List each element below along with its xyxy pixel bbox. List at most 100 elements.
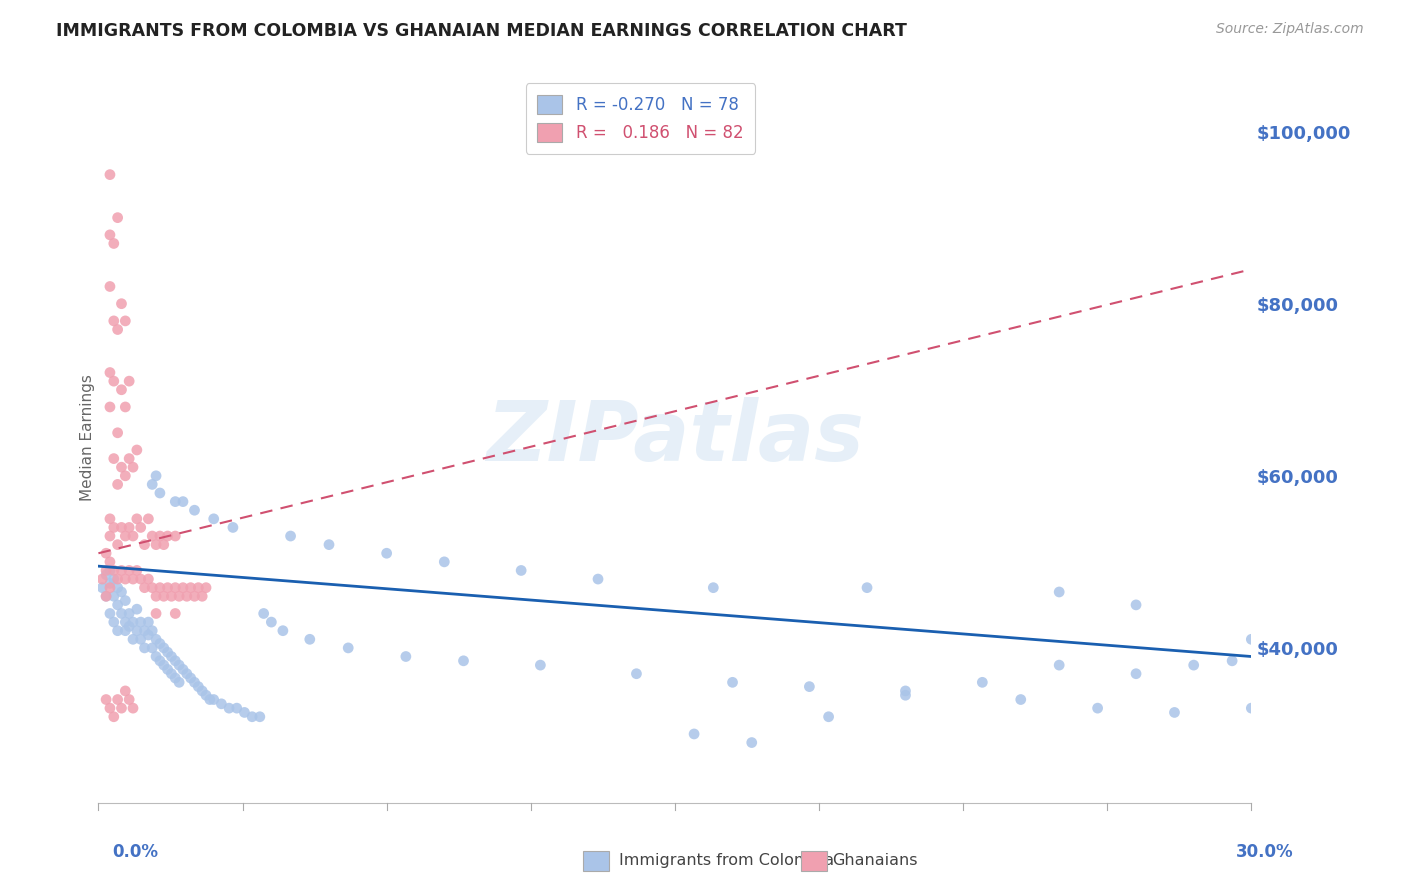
Point — [529, 658, 551, 673]
Point — [103, 520, 125, 534]
Point — [98, 555, 121, 569]
Point — [894, 688, 917, 702]
Point — [149, 529, 172, 543]
Point — [122, 701, 145, 715]
Point — [107, 598, 129, 612]
Point — [129, 572, 152, 586]
Point — [271, 624, 294, 638]
Point — [1182, 658, 1205, 673]
Point — [156, 581, 179, 595]
Point — [152, 640, 174, 655]
Point — [114, 684, 136, 698]
Y-axis label: Median Earnings: Median Earnings — [80, 374, 94, 500]
Point — [156, 645, 179, 659]
Point — [183, 675, 205, 690]
Point — [1125, 598, 1147, 612]
Point — [141, 581, 163, 595]
Point — [110, 460, 132, 475]
Point — [107, 572, 129, 586]
Point — [145, 468, 167, 483]
Point — [114, 529, 136, 543]
Point — [107, 477, 129, 491]
Point — [240, 710, 263, 724]
Point — [129, 632, 152, 647]
Point — [149, 637, 172, 651]
Point — [222, 520, 245, 534]
Point — [152, 589, 174, 603]
Point — [98, 366, 121, 380]
Point — [1125, 666, 1147, 681]
Point — [98, 227, 121, 242]
Point — [110, 564, 132, 578]
Point — [114, 314, 136, 328]
Point — [249, 710, 271, 724]
Point — [103, 374, 125, 388]
Point — [586, 572, 609, 586]
Point — [395, 649, 418, 664]
Point — [683, 727, 706, 741]
Point — [103, 615, 125, 629]
Point — [225, 701, 247, 715]
Point — [172, 494, 194, 508]
Point — [118, 607, 141, 621]
Point — [141, 477, 163, 491]
Point — [94, 589, 117, 603]
Point — [152, 538, 174, 552]
Point — [125, 624, 148, 638]
Point — [218, 701, 240, 715]
Point — [191, 684, 214, 698]
Point — [110, 607, 132, 621]
Point — [91, 581, 114, 595]
Point — [98, 564, 121, 578]
Point — [1240, 632, 1263, 647]
Point — [165, 581, 187, 595]
Point — [107, 692, 129, 706]
Point — [94, 567, 117, 582]
Point — [172, 581, 194, 595]
Point — [195, 688, 218, 702]
Point — [91, 572, 114, 586]
Point — [702, 581, 724, 595]
Point — [160, 589, 183, 603]
Point — [318, 538, 340, 552]
Point — [1047, 585, 1070, 599]
Point — [107, 624, 129, 638]
Point — [122, 529, 145, 543]
Point — [817, 710, 839, 724]
Point — [856, 581, 879, 595]
Point — [176, 666, 198, 681]
Point — [138, 615, 160, 629]
Point — [165, 654, 187, 668]
Point — [337, 640, 360, 655]
Point — [202, 692, 225, 706]
Point — [129, 520, 152, 534]
Point — [165, 671, 187, 685]
Point — [141, 624, 163, 638]
Point — [141, 529, 163, 543]
Point — [167, 658, 190, 673]
Point — [122, 615, 145, 629]
Point — [202, 512, 225, 526]
Point — [375, 546, 398, 560]
Point — [145, 589, 167, 603]
Point — [98, 529, 121, 543]
Point — [114, 615, 136, 629]
Point — [107, 581, 129, 595]
Point — [103, 236, 125, 251]
Point — [972, 675, 994, 690]
Point — [141, 640, 163, 655]
Point — [114, 624, 136, 638]
Point — [1220, 654, 1243, 668]
Point — [1010, 692, 1032, 706]
Point — [187, 680, 209, 694]
Point — [118, 692, 141, 706]
Point — [149, 581, 172, 595]
Point — [741, 735, 763, 749]
Text: ZIPatlas: ZIPatlas — [486, 397, 863, 477]
Point — [134, 624, 156, 638]
Point — [103, 564, 125, 578]
Point — [167, 675, 190, 690]
Point — [280, 529, 302, 543]
Point — [118, 374, 141, 388]
Point — [125, 442, 148, 457]
